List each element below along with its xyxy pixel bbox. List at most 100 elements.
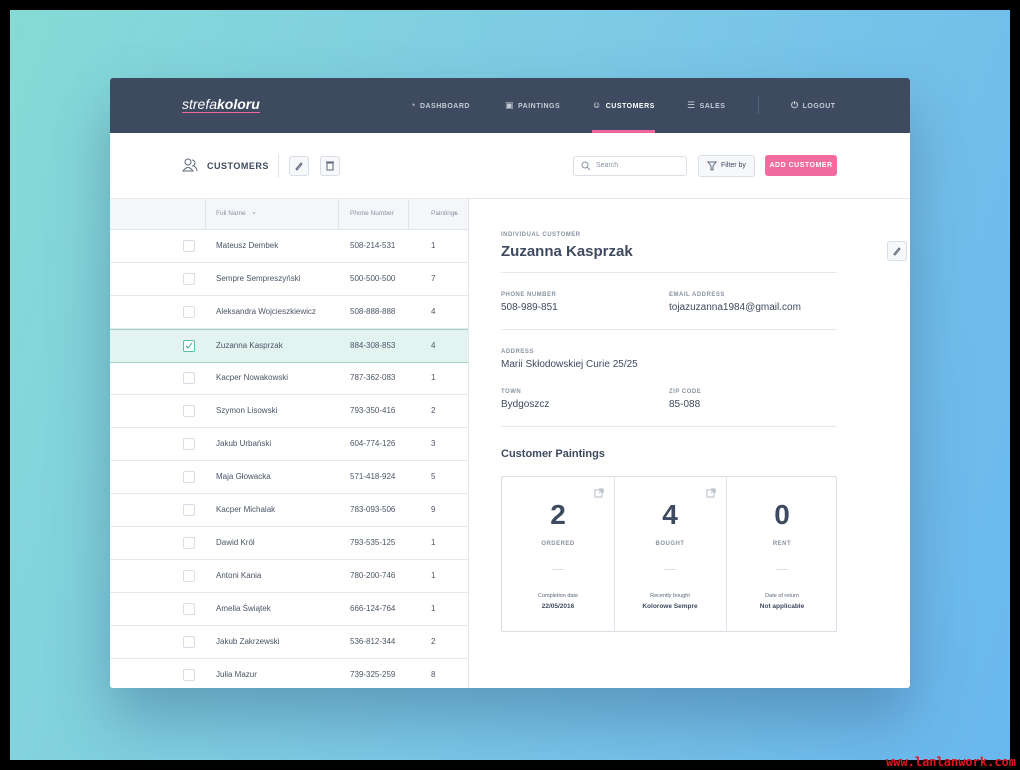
divider	[278, 154, 279, 178]
table-row[interactable]: Aleksandra Wojcieszkiewicz 508-888-888 4	[110, 296, 468, 329]
table-row[interactable]: Zuzanna Kasprzak 884-308-853 4	[110, 329, 468, 363]
edit-button[interactable]	[289, 156, 309, 176]
paintings-count: 2	[431, 406, 436, 415]
detail-label: INDIVIDUAL CUSTOMER	[501, 232, 581, 238]
customer-name: Amelia Świątek	[216, 604, 271, 613]
phone-number: 783-093-506	[350, 505, 396, 514]
table-row[interactable]: Kacper Michalak 783-093-506 9	[110, 494, 468, 527]
checkbox[interactable]	[183, 570, 195, 582]
table-row[interactable]: Kacper Nowakowski 787-362-083 1	[110, 362, 468, 395]
customer-name: Zuzanna Kasprzak	[216, 341, 283, 350]
edit-button[interactable]	[887, 241, 907, 261]
add-customer-button[interactable]: ADD CUSTOMER	[765, 155, 837, 176]
table-row[interactable]: Julia Mazur 739-325-259 8	[110, 659, 468, 688]
checkbox[interactable]	[183, 372, 195, 384]
nav-item[interactable]: ◔ DASHBOARD	[410, 78, 470, 133]
nav-item[interactable]: ▣ PAINTINGS	[505, 78, 560, 133]
filter-button[interactable]: Filter by	[698, 155, 755, 177]
stat-card[interactable]: 4 BOUGHT Recently bought Kolorowe Sempre	[614, 477, 727, 631]
stat-rule	[776, 569, 788, 570]
column-header[interactable]: Paintings	[431, 210, 458, 217]
table-row[interactable]: Amelia Świątek 666-124-764 1	[110, 593, 468, 626]
table-row[interactable]: Antoni Kania 780-200-746 1	[110, 560, 468, 593]
divider	[110, 198, 910, 199]
customer-name: Sempre Sempreszyński	[216, 274, 301, 283]
table-row[interactable]: Mateusz Dembek 508-214-531 1	[110, 230, 468, 263]
customer-name: Mateusz Dembek	[216, 241, 279, 250]
column-header[interactable]: Phone Number	[350, 210, 394, 217]
stat-label: BOUGHT	[655, 541, 685, 547]
nav-item[interactable]: ☺ CUSTOMERS	[592, 78, 655, 133]
field-value: Bydgoszcz	[501, 399, 550, 410]
checkbox[interactable]	[183, 306, 195, 318]
stat-value: 0	[774, 499, 790, 530]
paintings-count: 1	[431, 241, 436, 250]
stat-card[interactable]: 2 ORDERED Completion date 22/05/2016	[502, 477, 615, 631]
checkbox[interactable]	[183, 273, 195, 285]
nav-label: DASHBOARD	[419, 103, 470, 110]
checkbox[interactable]	[183, 504, 195, 516]
customers-icon	[182, 158, 198, 177]
stat-label: ORDERED	[541, 541, 575, 547]
field-label: TOWN	[501, 389, 522, 395]
phone-number: 508-888-888	[350, 307, 396, 316]
nav-icon: ☰	[687, 100, 696, 110]
divider	[501, 426, 837, 427]
watermark: www.lanlanwork.com	[885, 755, 1016, 769]
top-bar: strefakoloru ◔ DASHBOARD ▣ PAINTINGS ☺ CUSTOM…	[110, 78, 910, 133]
checkbox[interactable]	[183, 669, 195, 681]
checkbox[interactable]	[183, 240, 195, 252]
checkbox[interactable]	[183, 471, 195, 483]
delete-button[interactable]	[320, 156, 340, 176]
checkbox[interactable]	[183, 405, 195, 417]
table-row[interactable]: Szymon Lisowski 793-350-416 2	[110, 395, 468, 428]
checkbox[interactable]	[183, 438, 195, 450]
stat-label: RENT	[772, 541, 792, 547]
customer-table: Full Name Phone Number Paintings ⌄ ⌄ Mateusz …	[110, 199, 468, 688]
field-value: Marii Skłodowskiej Curie 25/25	[501, 359, 638, 370]
filter-label: Filter by	[721, 162, 746, 169]
external-link-icon	[594, 485, 604, 503]
table-row[interactable]: Dawid Król 793-535-125 1	[110, 527, 468, 560]
phone-number: 739-325-259	[350, 670, 396, 679]
customer-name: Aleksandra Wojcieszkiewicz	[216, 307, 316, 316]
stat-sub-label: Date of return	[765, 593, 799, 599]
phone-number: 571-418-924	[350, 472, 396, 481]
customer-name: Zuzanna Kasprzak	[501, 243, 633, 260]
nav-item[interactable]: ☰ SALES	[687, 78, 725, 133]
checkbox[interactable]	[183, 340, 195, 352]
field-label: PHONE NUMBER	[501, 292, 557, 298]
paintings-count: 3	[431, 439, 436, 448]
table-row[interactable]: Jakub Zakrzewski 536-812-344 2	[110, 626, 468, 659]
divider	[501, 272, 837, 273]
app-window: strefakoloru ◔ DASHBOARD ▣ PAINTINGS ☺ CUSTOM…	[110, 78, 910, 688]
customer-name: Julia Mazur	[216, 670, 257, 679]
nav-label: PAINTINGS	[518, 103, 561, 110]
customer-name: Jakub Urbański	[216, 439, 272, 448]
customer-name: Jakub Zakrzewski	[216, 637, 280, 646]
column-divider	[338, 199, 339, 229]
checkbox[interactable]	[183, 537, 195, 549]
customer-name: Kacper Nowakowski	[216, 373, 289, 382]
stat-value: 2	[550, 499, 566, 530]
stat-value: 4	[662, 499, 678, 530]
checkbox[interactable]	[183, 636, 195, 648]
paintings-count: 7	[431, 274, 436, 283]
table-header	[110, 199, 468, 230]
phone-number: 793-535-125	[350, 538, 396, 547]
nav-item[interactable]: ⏻ LOGOUT	[791, 78, 836, 133]
table-row[interactable]: Jakub Urbański 604-774-126 3	[110, 428, 468, 461]
customer-name: Antoni Kania	[216, 571, 262, 580]
search-box[interactable]: Search	[573, 156, 687, 176]
customer-detail: INDIVIDUAL CUSTOMER Zuzanna Kasprzak PHONE…	[469, 199, 910, 688]
table-row[interactable]: Sempre Sempreszyński 500-500-500 7	[110, 263, 468, 296]
phone-number: 604-774-126	[350, 439, 396, 448]
checkbox[interactable]	[183, 603, 195, 615]
column-divider	[205, 199, 206, 229]
stat-card: 0 RENT Date of return Not applicable	[726, 477, 838, 631]
nav-icon: ☺	[592, 100, 602, 110]
column-header[interactable]: Full Name	[216, 210, 246, 217]
table-row[interactable]: Maja Głowacka 571-418-924 5	[110, 461, 468, 494]
brand[interactable]: strefakoloru	[182, 96, 260, 113]
